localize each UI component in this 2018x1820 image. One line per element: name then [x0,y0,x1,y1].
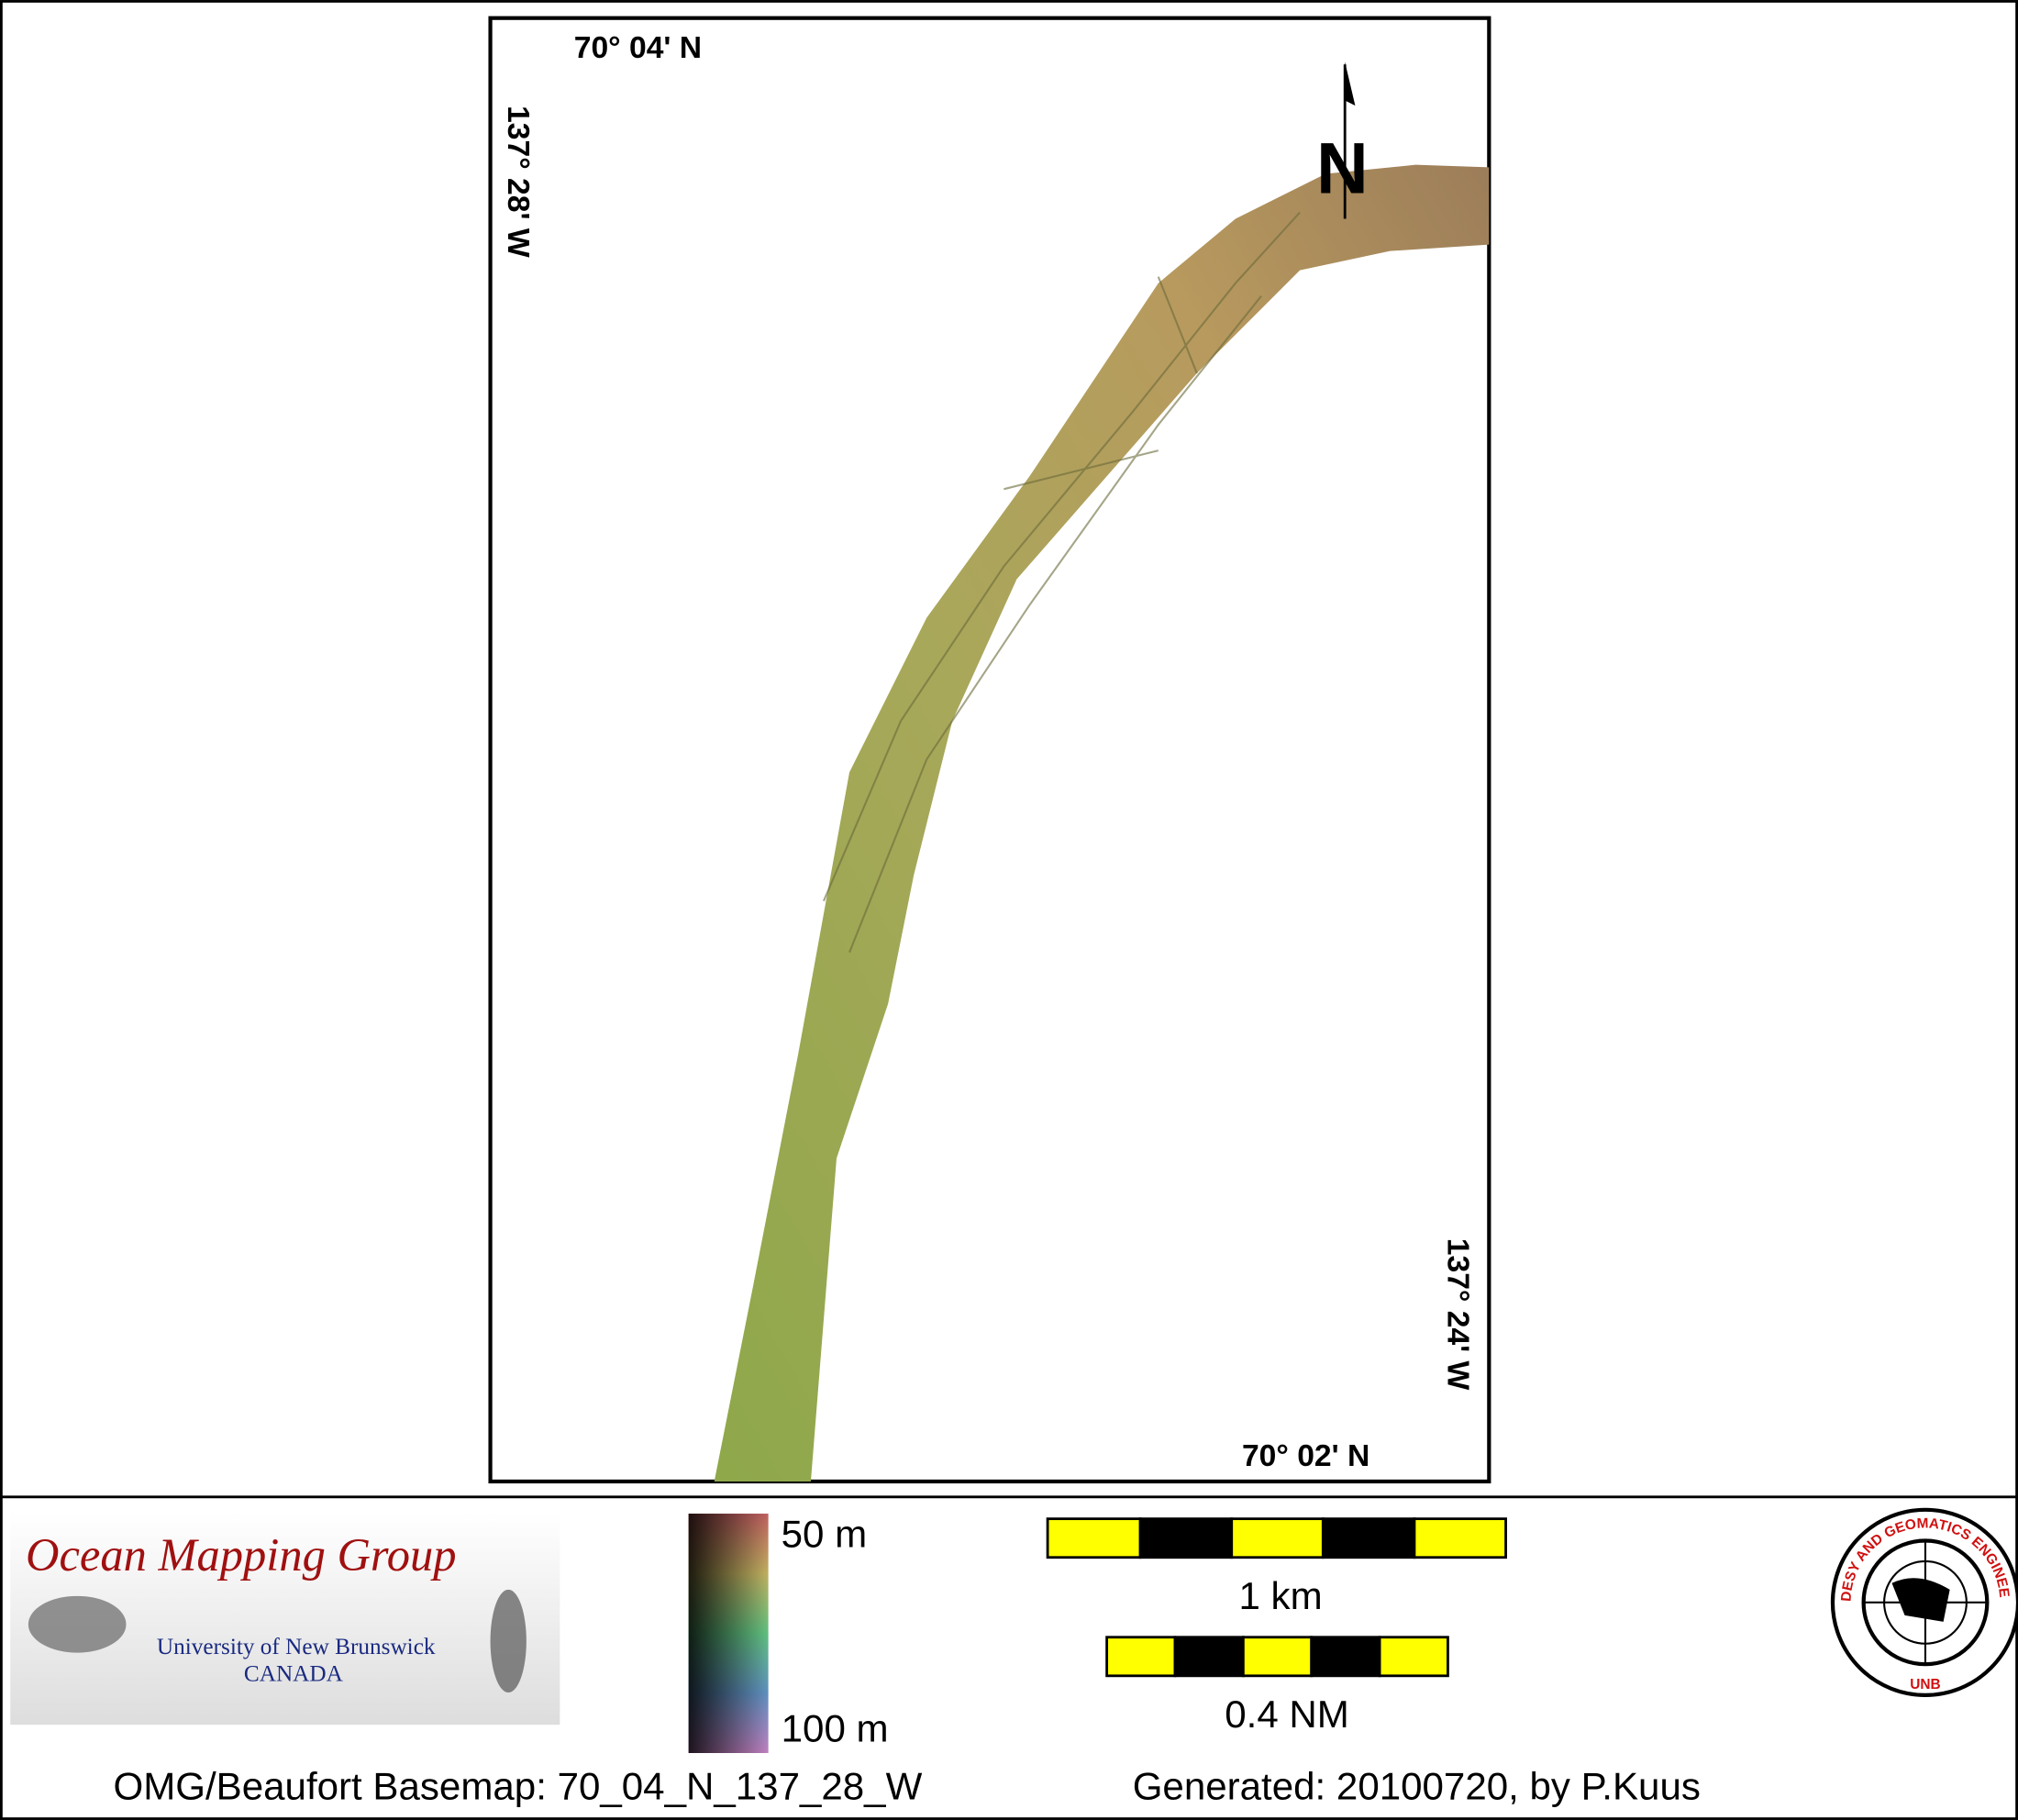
depth-top-label: 50 m [782,1513,868,1556]
bottom-latitude: 70° 02' N [1242,1439,1369,1473]
scale-nm-label: 0.4 NM [1225,1692,1349,1736]
top-latitude: 70° 04' N [574,31,702,65]
footer-generated: Generated: 20100720, by P.Kuus [1133,1765,1701,1808]
scale-bar-nm [1105,1636,1449,1678]
scale-bar-km [1046,1517,1507,1559]
unb-short: UNB [1910,1677,1940,1692]
omg-university: University of New Brunswick [157,1634,436,1659]
scale-km-label: 1 km [1238,1574,1322,1617]
seabed-scours [822,211,1301,953]
north-label: N [1316,128,1369,208]
bathymetry-swath [714,164,1490,1482]
right-longitude: 137° 24' W [1440,1238,1474,1391]
depth-colorbar-shade [688,1514,769,1754]
omg-country: CANADA [244,1660,344,1686]
omg-title: Ocean Mapping Group [26,1529,456,1581]
north-arrow: N [1316,61,1369,219]
left-longitude: 137° 28' W [501,105,535,258]
depth-bottom-label: 100 m [782,1706,889,1749]
footer-basemap: OMG/Beaufort Basemap: 70_04_N_137_28_W [113,1765,922,1808]
logo-graphic [28,1595,127,1653]
logo-graphic [490,1589,527,1693]
